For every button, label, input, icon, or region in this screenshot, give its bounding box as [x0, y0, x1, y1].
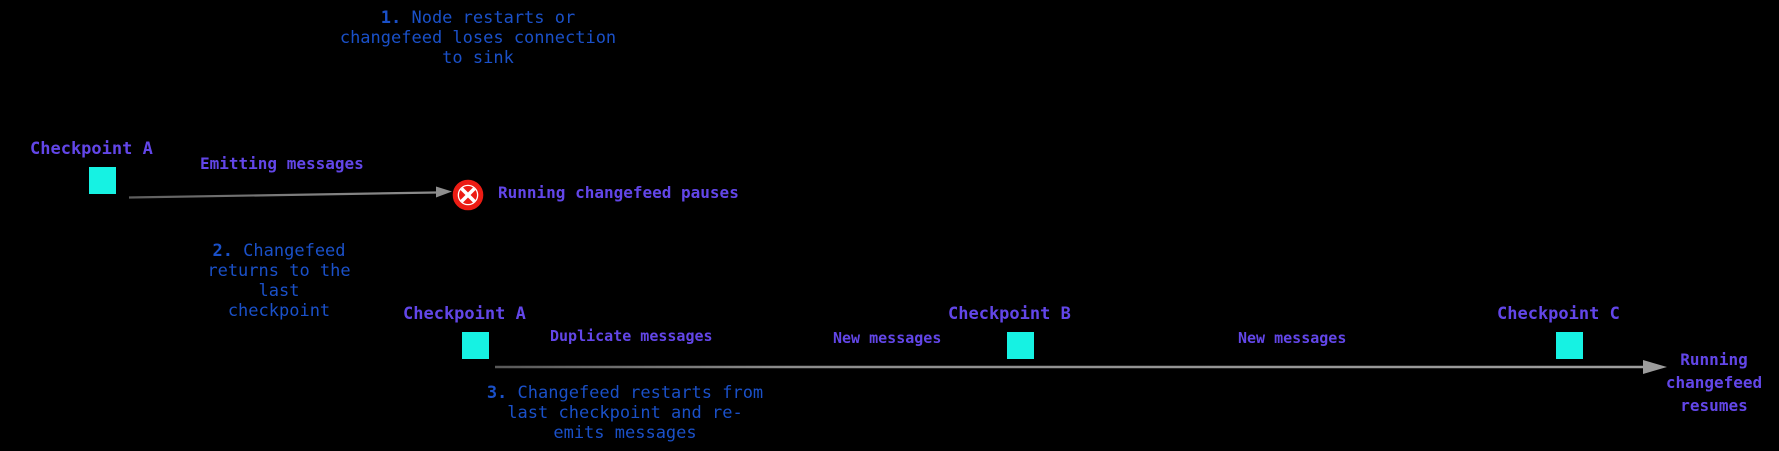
step2-note: 2. Changefeed returns to the last checkp… — [189, 241, 369, 321]
step1-text: Node restarts or changefeed loses connec… — [339, 8, 617, 68]
crossed-circle-error-icon — [452, 179, 484, 211]
checkpoint-a-marker-timeline1 — [89, 167, 116, 194]
running-changefeed-pauses-label: Running changefeed pauses — [498, 183, 739, 202]
checkpoint-b-marker — [1007, 332, 1034, 359]
step3-text: Changefeed restarts from last checkpoint… — [507, 383, 764, 443]
duplicate-messages-label: Duplicate messages — [550, 327, 713, 345]
step3-number: 3. — [486, 383, 508, 403]
checkpoint-c-label: Checkpoint C — [1497, 304, 1620, 324]
step1-number: 1. — [380, 8, 402, 28]
emitting-messages-label: Emitting messages — [200, 154, 364, 173]
step3-note: 3. Changefeed restarts from last checkpo… — [475, 383, 775, 443]
checkpoint-a-label-timeline2: Checkpoint A — [403, 304, 526, 324]
running-changefeed-resumes-label: Running changefeed resumes — [1665, 350, 1763, 415]
new-messages-label-2: New messages — [1238, 329, 1347, 347]
checkpoint-c-marker — [1556, 332, 1583, 359]
step2-text: Changefeed returns to the last checkpoin… — [207, 241, 351, 321]
step2-number: 2. — [212, 241, 233, 261]
checkpoint-b-label: Checkpoint B — [948, 304, 1071, 324]
step1-note: 1. Node restarts or changefeed loses con… — [333, 8, 623, 68]
checkpoint-a-marker-timeline2 — [462, 332, 489, 359]
pause-arrow-line — [128, 191, 437, 199]
pause-arrow-head-icon — [436, 186, 452, 198]
new-messages-label-1: New messages — [833, 329, 942, 347]
checkpoint-a-label-timeline1: Checkpoint A — [30, 139, 153, 159]
